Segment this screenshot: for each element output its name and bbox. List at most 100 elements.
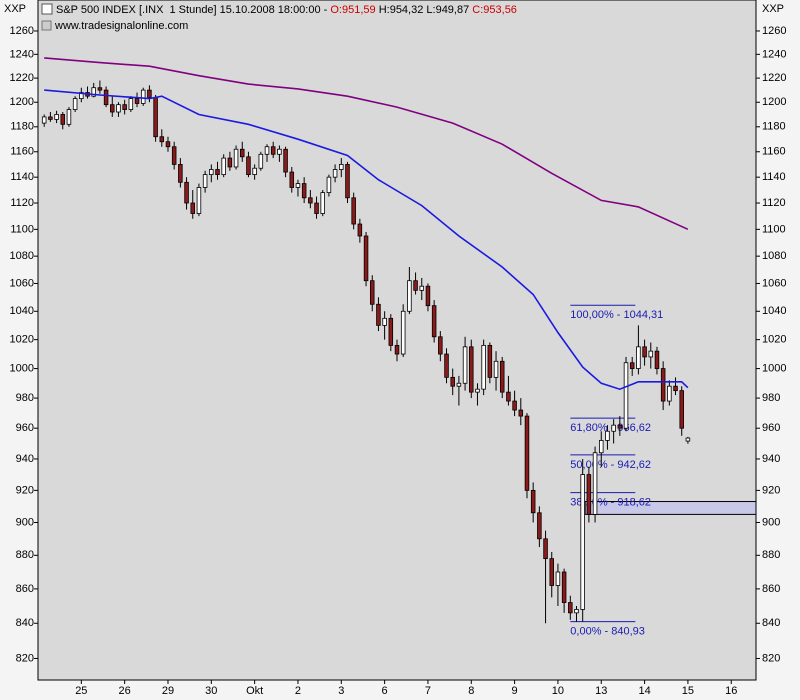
y-tick-label: 860	[16, 583, 34, 595]
candle-body	[376, 303, 381, 326]
y-tick-label: 1220	[10, 72, 34, 84]
candle-body	[400, 310, 406, 355]
candle-body	[332, 169, 338, 178]
y-tick-label: 1040	[10, 305, 34, 317]
candle-body	[153, 96, 158, 138]
candle-body	[660, 368, 666, 402]
x-tick-label: 30	[205, 685, 217, 697]
candle-body	[66, 109, 72, 125]
candle-body	[506, 391, 511, 402]
candle-body	[246, 156, 251, 176]
candle-body	[431, 305, 437, 338]
y-tick-label: 1240	[10, 48, 34, 60]
candle-body	[227, 157, 233, 168]
y-tick-label: 1060	[10, 277, 34, 289]
y-tick-label: 1020	[762, 334, 786, 346]
candle-body	[413, 280, 418, 291]
y-tick-label: 1040	[762, 305, 786, 317]
y-tick-label: 1060	[762, 277, 786, 289]
candle-body	[469, 346, 474, 393]
y-tick-label: 1180	[10, 121, 34, 133]
candle-body	[592, 452, 598, 515]
y-tick-label: 1200	[10, 96, 34, 108]
candle-body	[283, 148, 288, 173]
candle-body	[611, 424, 616, 432]
candle-body	[530, 489, 536, 514]
candle-body	[444, 353, 449, 378]
candle-body	[122, 104, 127, 110]
y-tick-label: 840	[16, 617, 34, 629]
x-tick-label: 8	[468, 685, 474, 697]
fib-label: 0,00% - 840,93	[570, 626, 645, 638]
candle-body	[462, 346, 468, 384]
y-tick-label: 940	[762, 453, 780, 465]
candle-body	[394, 344, 400, 355]
title-name: S&P 500 INDEX [.INX 1 Stunde] 15.10.2008…	[56, 4, 330, 16]
y-tick-label: 860	[762, 583, 780, 595]
candle-body	[41, 116, 47, 124]
x-tick-label: 29	[162, 685, 174, 697]
candle-body	[97, 87, 103, 91]
candle-body	[518, 409, 524, 417]
y-tick-label: 1160	[10, 146, 34, 158]
candle-body	[221, 157, 226, 176]
candle-body	[60, 114, 66, 125]
candle-body	[481, 344, 486, 390]
candle-body	[425, 285, 431, 307]
y-tick-label: 1200	[762, 96, 786, 108]
candle-body	[363, 235, 369, 282]
y-tick-label: 1120	[762, 197, 786, 209]
candle-body	[48, 116, 53, 120]
source: www.tradesignalonline.com	[54, 20, 188, 32]
x-tick-label: 25	[75, 685, 87, 697]
y-tick-label: 1260	[10, 25, 34, 37]
left-axis-label: XXP	[4, 3, 26, 15]
candle-body	[178, 164, 183, 183]
candle-body	[636, 346, 641, 369]
y-tick-label: 1140	[762, 171, 786, 183]
y-tick-label: 840	[762, 617, 780, 629]
candle-body	[240, 148, 245, 158]
candle-body	[493, 360, 499, 378]
candle-body	[568, 602, 573, 614]
candle-body	[289, 171, 295, 188]
y-tick-label: 960	[16, 422, 34, 434]
candle-body	[233, 148, 239, 168]
candle-body	[351, 197, 356, 225]
candle-body	[586, 474, 592, 515]
candle-body	[308, 197, 313, 204]
title-close: C:953,56	[472, 4, 517, 16]
candle-body	[617, 424, 623, 429]
candle-body	[165, 141, 171, 148]
candle-body	[574, 609, 579, 614]
candle-body	[555, 571, 561, 586]
x-tick-label: 2	[295, 685, 301, 697]
candle-body	[537, 512, 542, 540]
candle-body	[345, 164, 350, 199]
candle-body	[320, 192, 325, 214]
candle-body	[277, 148, 282, 155]
y-tick-label: 1080	[10, 250, 34, 262]
candle-body	[54, 114, 59, 120]
candle-body	[258, 153, 264, 169]
moving-average	[44, 89, 689, 391]
candle-body	[419, 285, 425, 291]
candle-body	[475, 388, 480, 393]
candle-body	[147, 89, 152, 98]
candle-body	[642, 346, 647, 358]
candle-body	[326, 176, 332, 194]
candle-body	[110, 104, 115, 113]
candle-body	[605, 430, 610, 441]
candle-body	[171, 146, 177, 165]
y-tick-label: 900	[16, 516, 34, 528]
y-tick-label: 1020	[10, 334, 34, 346]
symbol-icon	[41, 3, 53, 15]
candle-body	[543, 538, 548, 560]
candle-body	[159, 136, 165, 143]
y-tick-label: 1100	[10, 223, 34, 235]
candle-body	[116, 104, 121, 113]
x-tick-label: 13	[595, 685, 607, 697]
y-tick-label: 880	[762, 549, 780, 561]
candle-body	[295, 183, 301, 188]
candle-body	[524, 415, 530, 491]
